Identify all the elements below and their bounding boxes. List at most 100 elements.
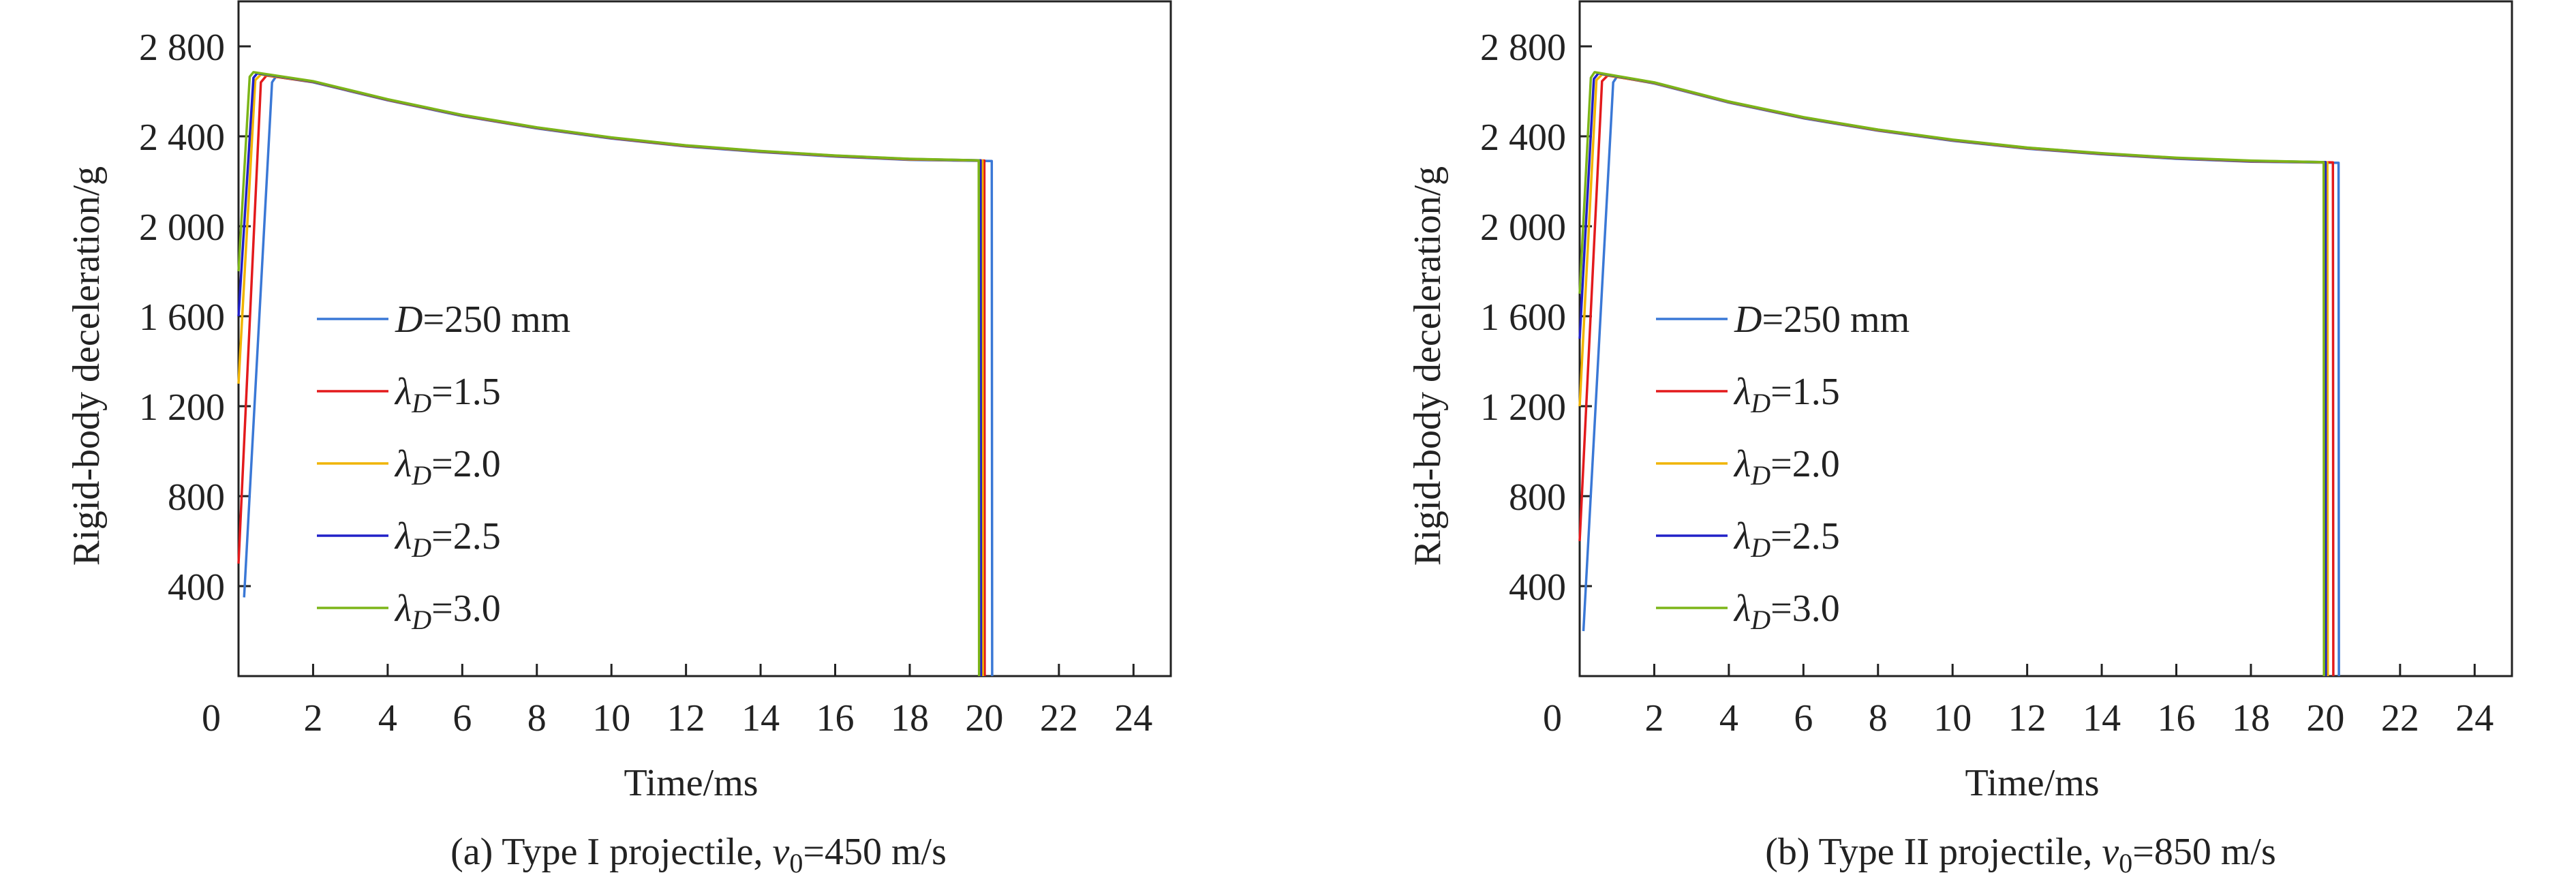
legend-item: λD=3.0 xyxy=(1656,587,1840,635)
x-tick-label: 20 xyxy=(965,697,1003,739)
x-tick-label: 6 xyxy=(453,697,472,739)
y-axis-label: Rigid-body deceleration/g xyxy=(1407,166,1449,566)
legend-label-rest: =2.0 xyxy=(1770,443,1840,485)
legend-label: λD=2.0 xyxy=(1733,443,1840,491)
legend-item: λD=1.5 xyxy=(317,371,501,418)
caption-sub: 0 xyxy=(789,848,803,879)
series-line-3 xyxy=(237,73,984,677)
x-tick-label: 4 xyxy=(378,697,397,739)
y-tick-label: 2 800 xyxy=(1480,27,1566,69)
legend-label: D=250 mm xyxy=(395,299,570,341)
y-tick-label: 1 200 xyxy=(1480,386,1566,429)
legend-item: λD=1.5 xyxy=(1656,371,1840,418)
legend-label: λD=1.5 xyxy=(1733,371,1840,418)
legend-item: D=250 mm xyxy=(317,299,570,341)
caption-prefix: (b) Type II projectile, xyxy=(1765,831,2102,873)
legend-item: D=250 mm xyxy=(1656,299,1910,341)
y-tick-label: 1 600 xyxy=(139,296,225,339)
x-tick-label: 20 xyxy=(2306,697,2344,739)
legend-item: λD=3.0 xyxy=(317,587,501,635)
legend-label-sub: D xyxy=(1750,460,1770,491)
x-tick-label: 14 xyxy=(2083,697,2121,739)
panel-caption: (b) Type II projectile, v0=850 m/s xyxy=(1765,831,2276,879)
caption-suffix: =450 m/s xyxy=(803,831,947,873)
caption-var: v xyxy=(2102,831,2119,873)
y-tick-label: 2 000 xyxy=(1480,207,1566,249)
legend-label-rest: =3.0 xyxy=(1770,587,1840,630)
legend-label: λD=3.0 xyxy=(394,587,501,635)
series-line-1 xyxy=(243,75,994,677)
legend-label-var: λ xyxy=(394,371,412,413)
legend-label-var: λ xyxy=(1733,587,1751,630)
x-axis-label: Time/ms xyxy=(624,762,758,804)
series-line-5 xyxy=(237,71,981,677)
legend-label-rest: =1.5 xyxy=(1770,371,1840,413)
legend-label: λD=2.0 xyxy=(394,443,501,491)
x-tick-label: 16 xyxy=(2158,697,2196,739)
legend-label-sub: D xyxy=(411,388,431,418)
legend-label-rest: =3.0 xyxy=(431,587,501,630)
legend-label-sub: D xyxy=(1750,605,1770,635)
plot-frame xyxy=(1578,0,2513,677)
legend-label-sub: D xyxy=(411,605,431,635)
caption-suffix: =850 m/s xyxy=(2132,831,2276,873)
x-tick-label: 0 xyxy=(1543,697,1562,739)
caption-sub: 0 xyxy=(2119,848,2132,879)
y-tick-label: 2 400 xyxy=(1480,117,1566,159)
legend-label-var: λ xyxy=(1733,443,1751,485)
y-tick-label: 1 200 xyxy=(139,386,225,429)
legend-label-var: D xyxy=(1734,299,1762,341)
y-axis-label: Rigid-body deceleration/g xyxy=(65,166,108,566)
series-line-4 xyxy=(237,72,983,677)
legend-label-rest: =250 mm xyxy=(423,299,570,341)
legend-item: λD=2.0 xyxy=(1656,443,1840,491)
legend-item: λD=2.0 xyxy=(317,443,501,491)
x-tick-label: 2 xyxy=(303,697,322,739)
legend-item: λD=2.5 xyxy=(317,515,501,563)
x-tick-label: 16 xyxy=(816,697,855,739)
legend-label: λD=1.5 xyxy=(394,371,501,418)
x-tick-label: 12 xyxy=(667,697,705,739)
x-tick-label: 18 xyxy=(891,697,929,739)
x-tick-label: 22 xyxy=(2381,697,2419,739)
legend-label-sub: D xyxy=(1750,532,1770,563)
legend-label: λD=3.0 xyxy=(1733,587,1840,635)
y-tick-label: 400 xyxy=(168,566,225,609)
legend-label-var: λ xyxy=(394,443,412,485)
legend-label-sub: D xyxy=(1750,388,1770,418)
y-tick-label: 800 xyxy=(168,476,225,519)
legend-label: λD=2.5 xyxy=(394,515,501,563)
legend-label: D=250 mm xyxy=(1734,299,1910,341)
legend-label-var: D xyxy=(395,299,423,341)
legend-label-var: λ xyxy=(394,587,412,630)
plot-frame xyxy=(237,0,1172,677)
legend-label-sub: D xyxy=(411,460,431,491)
y-tick-label: 400 xyxy=(1509,566,1566,609)
x-tick-label: 22 xyxy=(1040,697,1078,739)
y-tick-label: 1 600 xyxy=(1480,296,1566,339)
series-line-1 xyxy=(1582,75,2340,677)
series-line-5 xyxy=(1578,71,2325,677)
x-tick-label: 8 xyxy=(1869,697,1888,739)
y-tick-label: 2 000 xyxy=(139,207,225,249)
series-line-4 xyxy=(1578,72,2327,677)
series-line-3 xyxy=(1578,73,2329,677)
legend-label-sub: D xyxy=(411,532,431,563)
legend-label-var: λ xyxy=(1733,515,1751,557)
x-tick-label: 0 xyxy=(202,697,221,739)
x-tick-label: 12 xyxy=(2008,697,2046,739)
legend-label-rest: =250 mm xyxy=(1762,299,1910,341)
legend-item: λD=2.5 xyxy=(1656,515,1840,563)
legend-label-rest: =1.5 xyxy=(431,371,501,413)
y-tick-label: 2 400 xyxy=(139,117,225,159)
series-line-2 xyxy=(1578,74,2335,677)
legend-label: λD=2.5 xyxy=(1733,515,1840,563)
legend-label-var: λ xyxy=(394,515,412,557)
caption-var: v xyxy=(773,831,790,873)
legend-label-var: λ xyxy=(1733,371,1751,413)
x-tick-label: 10 xyxy=(592,697,630,739)
